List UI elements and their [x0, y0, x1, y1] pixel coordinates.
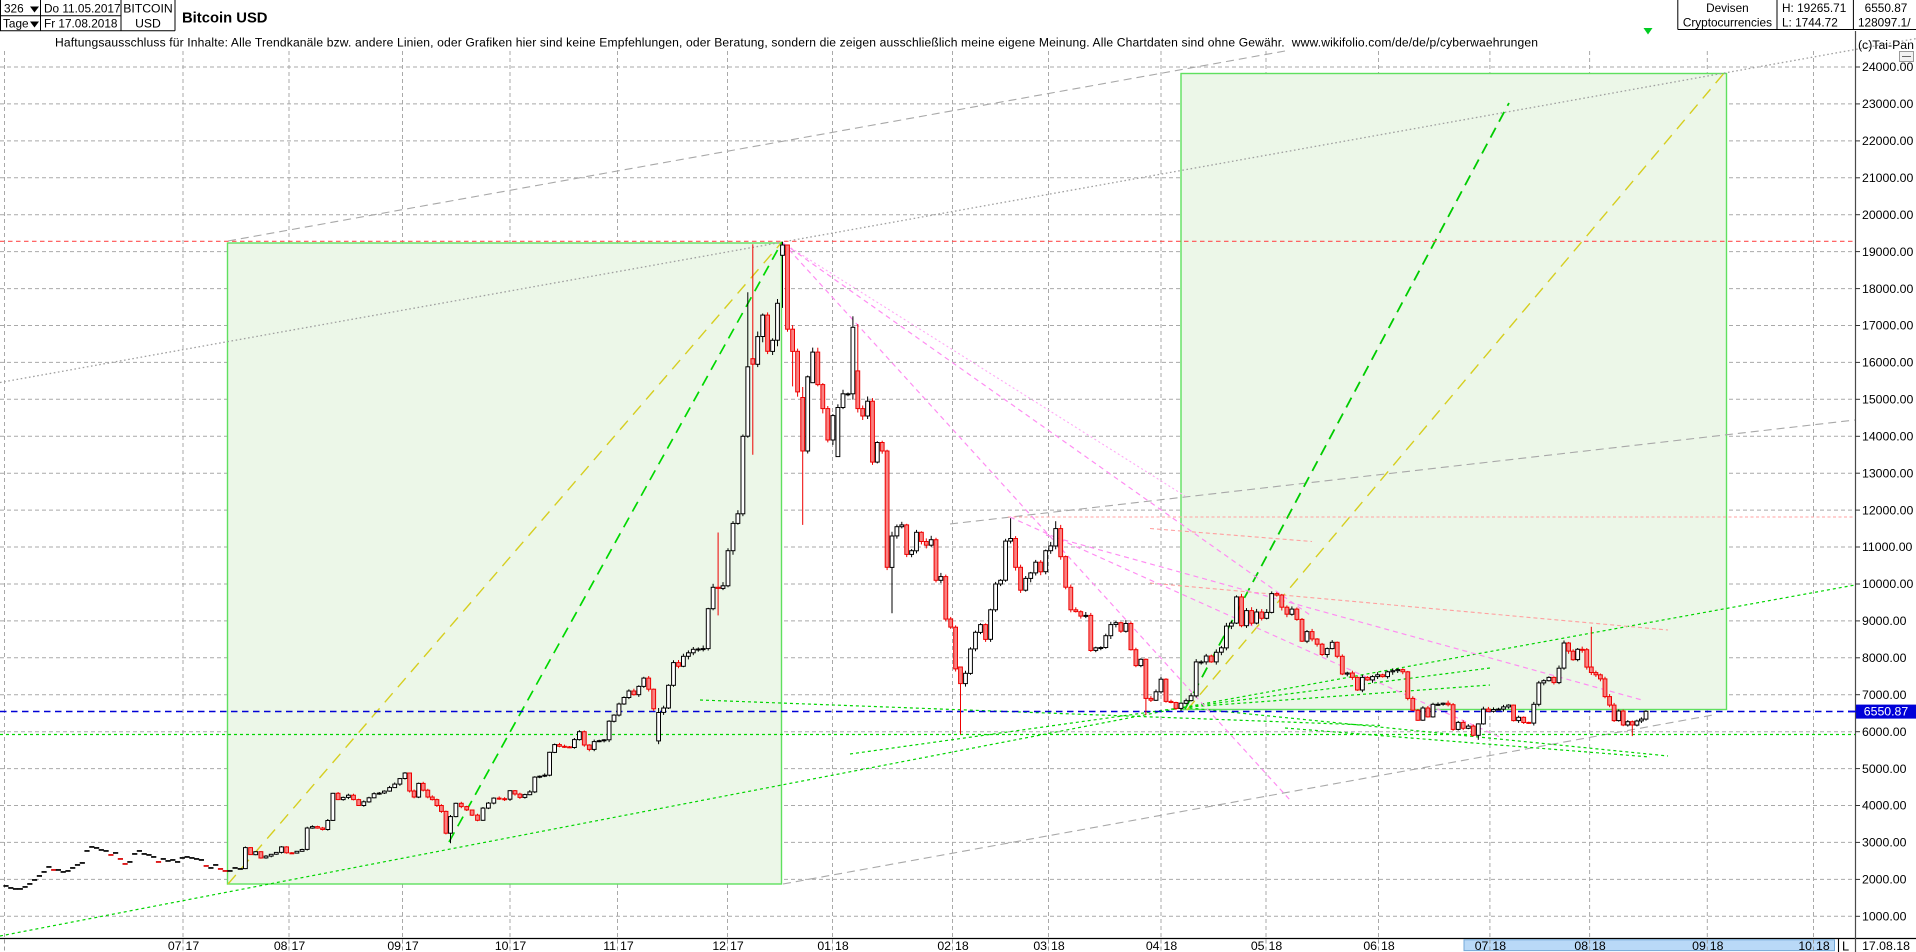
- svg-text:17: 17: [405, 939, 419, 952]
- svg-text:10: 10: [1798, 939, 1812, 952]
- svg-text:Cryptocurrencies: Cryptocurrencies: [1683, 15, 1772, 29]
- svg-text:04: 04: [1146, 939, 1160, 952]
- svg-text:18: 18: [835, 939, 849, 952]
- svg-text:Tage: Tage: [3, 17, 29, 31]
- svg-text:Haftungsausschluss für Inhalte: Haftungsausschluss für Inhalte: Alle Tre…: [55, 36, 1538, 50]
- svg-text:24000.00: 24000.00: [1862, 60, 1913, 74]
- svg-text:18: 18: [955, 939, 969, 952]
- svg-text:19000.00: 19000.00: [1862, 245, 1913, 259]
- svg-text:17: 17: [292, 939, 306, 952]
- svg-text:18: 18: [1051, 939, 1065, 952]
- svg-text:8000.00: 8000.00: [1862, 651, 1907, 665]
- svg-text:07: 07: [1475, 939, 1489, 952]
- svg-text:09: 09: [387, 939, 401, 952]
- svg-text:08: 08: [1574, 939, 1588, 952]
- svg-text:17: 17: [620, 939, 634, 952]
- svg-text:18: 18: [1381, 939, 1395, 952]
- svg-text:01: 01: [817, 939, 831, 952]
- svg-text:326: 326: [4, 1, 24, 15]
- svg-text:23000.00: 23000.00: [1862, 97, 1913, 111]
- svg-text:17: 17: [730, 939, 744, 952]
- svg-text:H: 19265.71: H: 19265.71: [1782, 1, 1846, 15]
- svg-text:21000.00: 21000.00: [1862, 171, 1913, 185]
- svg-text:9000.00: 9000.00: [1862, 614, 1907, 628]
- svg-text:09: 09: [1692, 939, 1706, 952]
- svg-text:22000.00: 22000.00: [1862, 134, 1913, 148]
- svg-text:18: 18: [1164, 939, 1178, 952]
- svg-text:6000.00: 6000.00: [1862, 725, 1907, 739]
- svg-text:12: 12: [712, 939, 726, 952]
- svg-text:1000.00: 1000.00: [1862, 910, 1907, 924]
- svg-text:L: 1744.72: L: 1744.72: [1782, 15, 1838, 29]
- svg-text:11: 11: [603, 939, 616, 952]
- svg-text:18000.00: 18000.00: [1862, 282, 1913, 296]
- svg-text:128097.1/: 128097.1/: [1858, 15, 1911, 29]
- svg-text:02: 02: [937, 939, 951, 952]
- svg-text:14000.00: 14000.00: [1862, 430, 1913, 444]
- svg-text:USD: USD: [135, 17, 161, 31]
- svg-text:12000.00: 12000.00: [1862, 503, 1913, 517]
- svg-text:03: 03: [1033, 939, 1047, 952]
- svg-text:18: 18: [1710, 939, 1724, 952]
- svg-text:08: 08: [274, 939, 288, 952]
- svg-text:18: 18: [1492, 939, 1506, 952]
- svg-text:20000.00: 20000.00: [1862, 208, 1913, 222]
- svg-text:17: 17: [186, 939, 200, 952]
- svg-text:Devisen: Devisen: [1706, 1, 1749, 15]
- svg-text:05: 05: [1251, 939, 1265, 952]
- svg-text:18: 18: [1269, 939, 1283, 952]
- svg-text:17.08.18: 17.08.18: [1862, 939, 1910, 952]
- svg-text:10: 10: [495, 939, 509, 952]
- svg-text:13000.00: 13000.00: [1862, 466, 1913, 480]
- svg-text:17: 17: [513, 939, 527, 952]
- svg-text:3000.00: 3000.00: [1862, 836, 1907, 850]
- svg-text:L: L: [1842, 938, 1849, 952]
- svg-text:BITCOIN: BITCOIN: [123, 1, 172, 15]
- svg-text:6550.87: 6550.87: [1864, 705, 1909, 719]
- svg-text:07: 07: [168, 939, 182, 952]
- svg-text:18: 18: [1816, 939, 1830, 952]
- svg-text:10000.00: 10000.00: [1862, 577, 1913, 591]
- svg-text:16000.00: 16000.00: [1862, 356, 1913, 370]
- svg-text:Bitcoin USD: Bitcoin USD: [182, 11, 268, 27]
- svg-text:4000.00: 4000.00: [1862, 799, 1907, 813]
- svg-text:18: 18: [1592, 939, 1606, 952]
- svg-text:17000.00: 17000.00: [1862, 319, 1913, 333]
- svg-text:15000.00: 15000.00: [1862, 393, 1913, 407]
- svg-text:11000.00: 11000.00: [1862, 540, 1913, 554]
- svg-text:(c)Tai-Pan: (c)Tai-Pan: [1858, 38, 1914, 52]
- svg-text:6550.87: 6550.87: [1865, 1, 1908, 15]
- svg-text:06: 06: [1363, 939, 1377, 952]
- svg-text:Fr 17.08.2018: Fr 17.08.2018: [44, 17, 118, 31]
- svg-text:7000.00: 7000.00: [1862, 688, 1907, 702]
- svg-text:5000.00: 5000.00: [1862, 762, 1907, 776]
- svg-text:Do 11.05.2017: Do 11.05.2017: [44, 1, 121, 15]
- svg-text:2000.00: 2000.00: [1862, 873, 1907, 887]
